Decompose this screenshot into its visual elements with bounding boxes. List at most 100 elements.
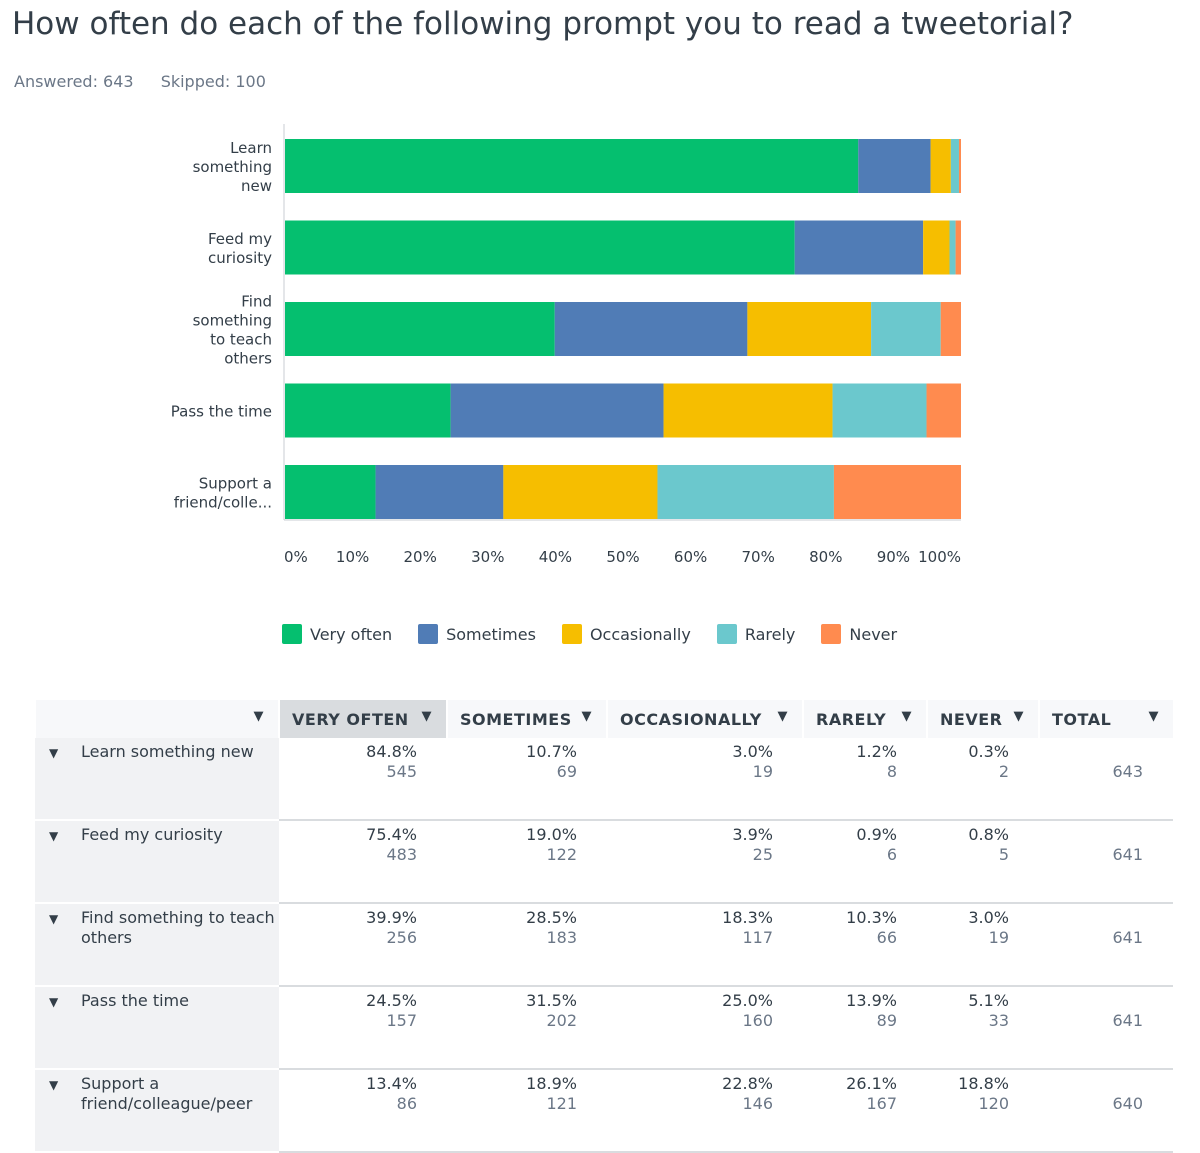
bar-segment[interactable]	[285, 139, 859, 193]
column-header[interactable]: OCCASIONALLY ▼	[606, 700, 803, 738]
cell-count: 256	[386, 928, 417, 947]
table-header-row: ▼ VERY OFTEN ▼ SOMETIMES ▼ OCCASIONALLY ▼ RAREL…	[34, 700, 1173, 738]
bar-segment[interactable]	[657, 465, 834, 519]
legend-swatch	[418, 624, 439, 644]
chevron-down-icon[interactable]: ▼	[49, 829, 59, 843]
bar-segment[interactable]	[833, 465, 961, 519]
legend-item[interactable]: Never	[821, 624, 897, 644]
table-cell: 26.1% 167	[803, 1069, 927, 1153]
bar-segment[interactable]	[832, 383, 927, 438]
row-label[interactable]: ▼ Learn something new	[35, 738, 279, 821]
row-label[interactable]: ▼ Pass the time	[35, 986, 279, 1070]
bar-segment[interactable]	[285, 302, 555, 356]
cell-count: 117	[742, 928, 773, 947]
bar-segment[interactable]	[450, 383, 664, 438]
bar-segment[interactable]	[958, 139, 961, 193]
table-row: ▼ Find something to teach others 39.9% 256 2…	[35, 903, 1173, 987]
bar-segment[interactable]	[858, 139, 931, 193]
total-cell: 641	[1039, 986, 1173, 1070]
column-header[interactable]: RARELY ▼	[802, 700, 927, 738]
bar-segment[interactable]	[285, 383, 451, 438]
table-cell: 3.9% 25	[607, 820, 803, 904]
bar-segment[interactable]	[285, 465, 376, 519]
bar-segment[interactable]	[794, 220, 924, 275]
chevron-down-icon[interactable]: ▼	[49, 995, 59, 1009]
chevron-down-icon[interactable]: ▼	[777, 709, 788, 724]
row-label[interactable]: ▼ Find something to teach others	[35, 903, 279, 987]
bar-segment[interactable]	[747, 302, 872, 356]
table-cell: 28.5% 183	[447, 903, 607, 987]
column-header[interactable]: VERY OFTEN ▼	[278, 700, 447, 738]
table-cell: 24.5% 157	[279, 986, 447, 1070]
bar-segment[interactable]	[554, 302, 748, 356]
cell-count: 2	[998, 762, 1009, 781]
table-cell: 18.3% 117	[607, 903, 803, 987]
cell-percent: 10.3%	[846, 908, 897, 927]
legend-label: Occasionally	[589, 624, 691, 644]
x-tick-label: 30%	[471, 548, 504, 566]
table-cell: 22.8% 146	[607, 1069, 803, 1153]
column-header-label: TOTAL	[1052, 709, 1112, 729]
bar-segment[interactable]	[285, 220, 795, 275]
legend-label: Never	[849, 624, 898, 644]
bar-segment[interactable]	[926, 383, 961, 438]
chevron-down-icon[interactable]: ▼	[901, 709, 912, 724]
bar-segment[interactable]	[375, 465, 504, 519]
bar-segment[interactable]	[923, 220, 950, 275]
legend-swatch	[716, 624, 737, 644]
table-corner-header[interactable]: ▼	[34, 700, 279, 738]
table-cell: 39.9% 256	[279, 903, 447, 987]
legend-item[interactable]: Very often	[282, 624, 392, 644]
table-cell: 13.4% 86	[279, 1069, 447, 1153]
cell-percent: 75.4%	[366, 825, 417, 844]
table-cell: 31.5% 202	[447, 986, 607, 1070]
x-tick-label: 90%	[877, 548, 910, 566]
legend-item[interactable]: Sometimes	[418, 624, 536, 644]
cell-percent: 5.1%	[968, 991, 1009, 1010]
column-header-label: OCCASIONALLY	[620, 709, 762, 729]
chevron-down-icon[interactable]: ▼	[1013, 709, 1024, 724]
bar-segment[interactable]	[940, 302, 961, 356]
chevron-down-icon[interactable]: ▼	[253, 709, 264, 724]
bar-segment[interactable]	[950, 139, 959, 193]
total-cell: 640	[1039, 1069, 1173, 1153]
x-tick-label: 60%	[674, 548, 707, 566]
category-label: Find something to teach others	[193, 293, 273, 368]
x-tick-label: 10%	[336, 548, 369, 566]
legend-item[interactable]: Occasionally	[561, 624, 691, 644]
row-label-text: Support a friend/colleague/peer	[81, 1074, 253, 1113]
chevron-down-icon[interactable]: ▼	[49, 1078, 59, 1092]
x-tick-label: 40%	[539, 548, 572, 566]
bar-segment[interactable]	[955, 220, 961, 275]
table-cell: 84.8% 545	[279, 738, 447, 821]
cell-count: 545	[386, 762, 417, 781]
chevron-down-icon[interactable]: ▼	[581, 709, 592, 724]
stacked-bar-chart: Learn something new Feed my curiosity Find som…	[171, 124, 961, 566]
total-cell: 641	[1039, 820, 1173, 904]
table-row: ▼ Feed my curiosity 75.4% 483 19.0% 122 3.9% 25…	[35, 820, 1173, 904]
bar-segment[interactable]	[663, 383, 833, 438]
row-label-text: Pass the time	[81, 991, 189, 1010]
bar-segment[interactable]	[949, 220, 956, 275]
row-label[interactable]: ▼ Support a friend/colleague/peer	[35, 1069, 279, 1153]
legend-item[interactable]: Rarely	[716, 624, 795, 644]
results-table: ▼ VERY OFTEN ▼ SOMETIMES ▼ OCCASIONALLY ▼ RAREL…	[34, 700, 1173, 1153]
cell-count: 8	[886, 762, 897, 781]
bar-segment[interactable]	[503, 465, 658, 519]
bar-segment[interactable]	[930, 139, 951, 193]
column-header[interactable]: NEVER ▼	[926, 700, 1039, 738]
chevron-down-icon[interactable]: ▼	[421, 709, 432, 724]
chevron-down-icon[interactable]: ▼	[1148, 709, 1159, 724]
cell-percent: 26.1%	[846, 1074, 897, 1093]
row-label[interactable]: ▼ Feed my curiosity	[35, 820, 279, 904]
chevron-down-icon[interactable]: ▼	[49, 912, 59, 926]
cell-count: 483	[386, 845, 417, 864]
cell-count: 69	[556, 762, 577, 781]
chevron-down-icon[interactable]: ▼	[49, 746, 59, 760]
table-row: ▼ Pass the time 24.5% 157 31.5% 202 25.0% 160 13…	[35, 986, 1173, 1070]
column-header[interactable]: TOTAL ▼	[1038, 700, 1173, 738]
column-header[interactable]: SOMETIMES ▼	[446, 700, 607, 738]
cell-percent: 24.5%	[366, 991, 417, 1010]
bar-segment[interactable]	[871, 302, 941, 356]
x-tick-label: 0%	[284, 548, 308, 566]
